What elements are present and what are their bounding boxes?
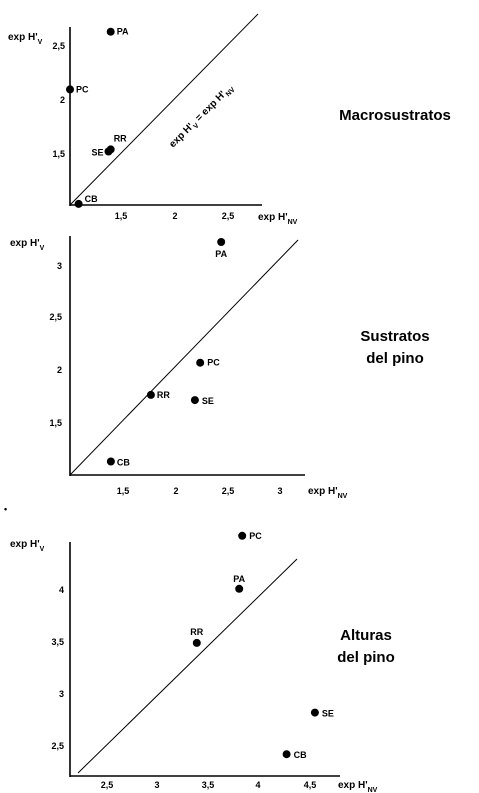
- panel-title-line: Alturas: [340, 627, 392, 644]
- data-point-label-pa: PA: [233, 574, 245, 584]
- x-tick-label: 2,5: [222, 211, 235, 221]
- y-tick-label: 2: [60, 95, 65, 105]
- data-point-se: [104, 147, 113, 156]
- data-point-rr: [192, 638, 201, 647]
- data-point-rr: [146, 390, 155, 399]
- y-axis-label: exp H'V: [10, 238, 45, 252]
- data-points: PA PC RR SE CB: [66, 27, 129, 208]
- panel-macrosustratos: exp H'V = exp H'NV exp H'V exp H'NV 1,5 …: [8, 13, 451, 226]
- data-point-label-se: SE: [202, 396, 214, 406]
- panel-title: Alturas del pino: [337, 627, 395, 666]
- x-ticks: 1,5 2 2,5 3: [117, 486, 283, 496]
- x-tick-label: 3: [277, 486, 282, 496]
- panel-title: Sustratos del pino: [360, 328, 429, 367]
- panel-alturas-del-pino: • exp H'V exp H'NV 2,5 3 3,5 4 4,5 2,5 3…: [4, 504, 395, 793]
- panel-title-line: del pino: [337, 649, 395, 666]
- x-tick-label: 3,5: [202, 780, 215, 790]
- data-point-label-cb: CB: [85, 194, 98, 204]
- x-axis-label: exp H'NV: [308, 486, 348, 500]
- x-tick-label: 1,5: [117, 486, 130, 496]
- x-axis-label: exp H'NV: [258, 212, 298, 226]
- data-point-pc: [66, 85, 74, 94]
- data-point-pa: [235, 584, 244, 593]
- y-tick-label: 4: [59, 585, 64, 595]
- y-tick-label: 2: [57, 365, 62, 375]
- data-point-label-rr: RR: [114, 133, 127, 143]
- data-point-cb: [282, 750, 291, 759]
- data-point-pa: [217, 238, 226, 246]
- data-point-label-pc: PC: [249, 531, 262, 541]
- x-tick-label: 4: [255, 780, 260, 790]
- diagonal-line: [69, 13, 259, 206]
- data-point-label-cb: CB: [294, 750, 307, 760]
- x-tick-label: 1,5: [115, 211, 128, 221]
- data-point-cb: [74, 199, 83, 208]
- y-ticks: 1,5 2 2,5: [52, 41, 65, 159]
- data-point-label-rr: RR: [157, 390, 170, 400]
- data-point-se: [310, 708, 319, 717]
- diagonal-label: exp H'V = exp H'NV: [167, 82, 237, 152]
- x-tick-label: 2,5: [101, 780, 114, 790]
- y-tick-label: 1,5: [52, 149, 65, 159]
- panel-title-line: Macrosustratos: [339, 107, 451, 124]
- data-point-pc: [196, 358, 205, 367]
- data-point-label-cb: CB: [117, 458, 130, 468]
- data-point-label-pa: PA: [215, 249, 227, 259]
- x-ticks: 1,5 2 2,5: [115, 211, 235, 221]
- diagonal-line: [77, 558, 298, 774]
- y-axis-label: exp H'V: [8, 32, 43, 46]
- x-tick-label: 2: [172, 211, 177, 221]
- y-ticks: 2,5 3 3,5 4: [51, 585, 64, 751]
- panel-title: Macrosustratos: [339, 107, 451, 124]
- y-tick-label: 2,5: [49, 312, 62, 322]
- y-tick-label: 1,5: [49, 418, 62, 428]
- panel-title-line: del pino: [366, 350, 424, 367]
- data-points: PC PA RR SE CB: [190, 531, 334, 760]
- panel-title-line: Sustratos: [360, 328, 429, 345]
- panel-sustratos-del-pino: exp H'V exp H'NV 1,5 2 2,5 3 1,5 2 2,5 3…: [10, 236, 430, 500]
- y-tick-label: 3,5: [51, 637, 64, 647]
- data-point-label-se: SE: [91, 148, 103, 158]
- data-points: PA PC RR SE CB: [106, 238, 228, 468]
- data-point-label-pc: PC: [207, 358, 220, 368]
- y-tick-label: 3: [59, 689, 64, 699]
- x-axis-label: exp H'NV: [338, 780, 378, 793]
- data-point-se: [190, 396, 199, 405]
- y-axis-label: exp H'V: [10, 539, 45, 553]
- x-tick-label: 2,5: [222, 486, 235, 496]
- y-tick-label: 3: [57, 261, 62, 271]
- data-point-label-pc: PC: [76, 84, 89, 94]
- data-point-label-pa: PA: [117, 27, 129, 37]
- data-point-label-rr: RR: [190, 627, 203, 637]
- y-ticks: 1,5 2 2,5 3: [49, 261, 62, 428]
- x-tick-label: 4,5: [304, 780, 317, 790]
- x-tick-label: 3: [154, 780, 159, 790]
- diagonal-line: [69, 239, 299, 476]
- y-tick-label: 2,5: [51, 741, 64, 751]
- data-point-pa: [106, 27, 115, 36]
- x-tick-label: 2: [173, 486, 178, 496]
- y-tick-label: 2,5: [52, 41, 65, 51]
- corner-mark: •: [4, 504, 7, 514]
- data-point-label-se: SE: [322, 709, 334, 719]
- data-point-pc: [238, 531, 247, 540]
- data-point-cb: [106, 457, 115, 466]
- x-ticks: 2,5 3 3,5 4 4,5: [101, 780, 317, 790]
